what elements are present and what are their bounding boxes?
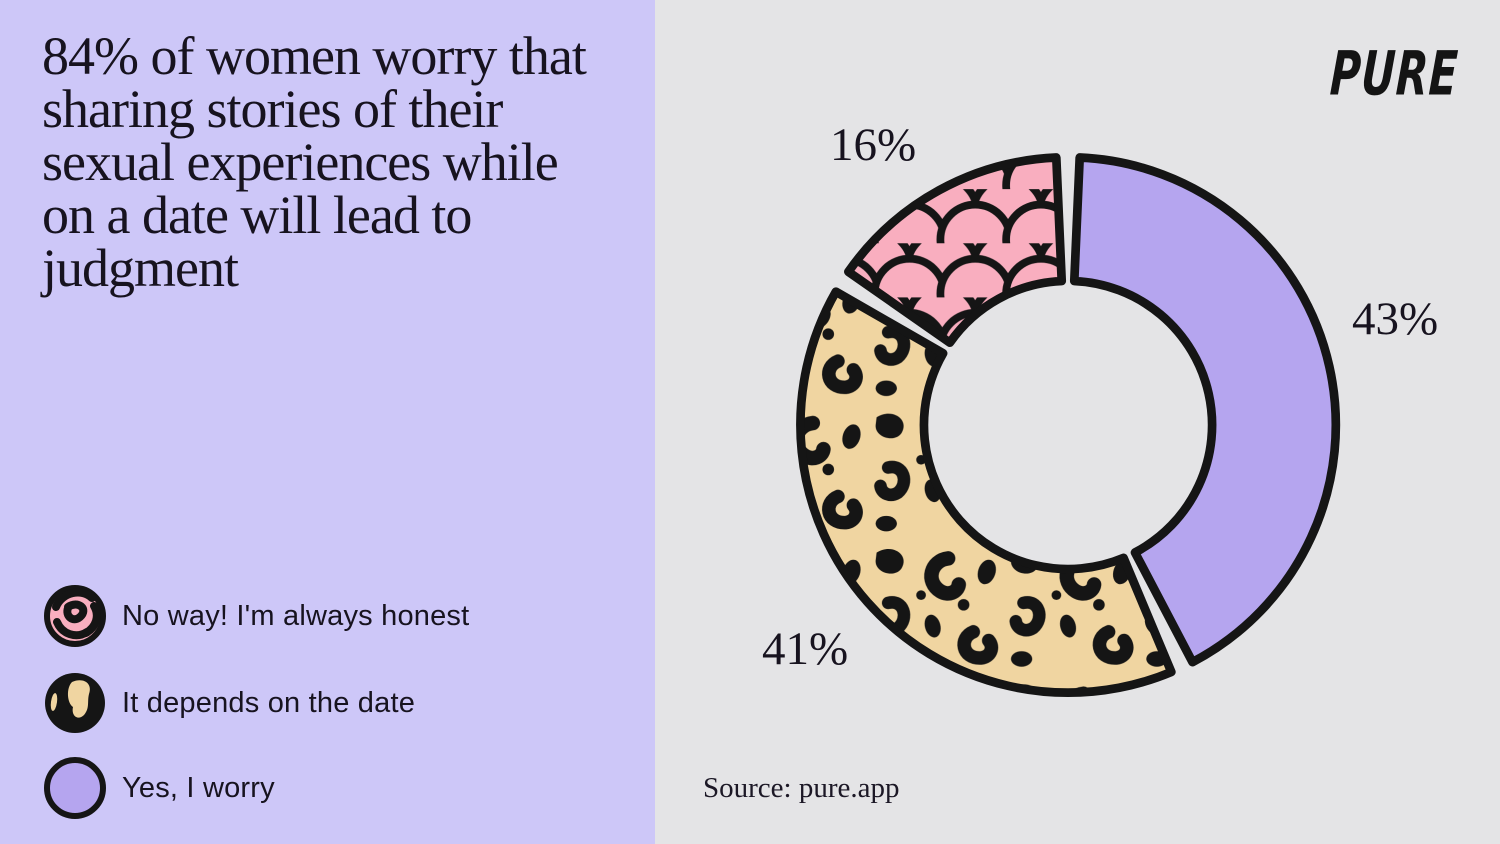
- segment-no-way: [844, 153, 1067, 347]
- segment-yes-i-worry: [1069, 153, 1341, 667]
- chart-panel: [655, 0, 1500, 844]
- donut-chart: [796, 153, 1341, 697]
- segment-label-16pct: 16%: [830, 119, 917, 171]
- leopard-swatch-icon: [45, 673, 105, 733]
- headline-panel: 84% of women worry that sharing stories …: [0, 0, 655, 844]
- pink-scribble-swatch-icon: [44, 585, 106, 647]
- legend-item-no-way: No way! I'm always honest: [42, 583, 469, 649]
- headline: 84% of women worry that sharing stories …: [42, 26, 587, 298]
- legend-item-yes-worry: Yes, I worry: [42, 755, 275, 821]
- segment-label-41pct: 41%: [762, 623, 849, 675]
- segment-label-43pct: 43%: [1352, 293, 1439, 345]
- legend-item-depends: It depends on the date: [42, 670, 415, 736]
- legend-label: It depends on the date: [122, 686, 416, 719]
- legend-label: No way! I'm always honest: [122, 599, 470, 632]
- purple-swatch-icon: [44, 757, 106, 819]
- legend-label: Yes, I worry: [122, 771, 275, 804]
- brand-logo: PURE: [1328, 38, 1460, 110]
- source-caption: Source: pure.app: [703, 772, 900, 804]
- segment-it-depends: [796, 287, 1176, 697]
